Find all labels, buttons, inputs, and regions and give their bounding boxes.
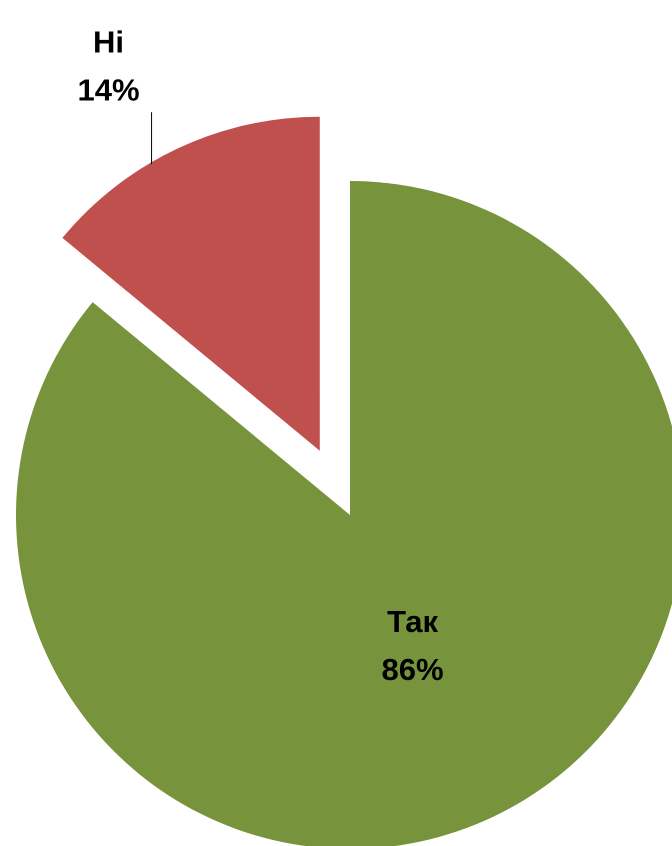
- pie-slice: [16, 181, 672, 846]
- slice-label: Ні: [93, 24, 124, 59]
- slice-label: Так: [387, 604, 438, 639]
- slice-value-label: 86%: [382, 652, 444, 687]
- pie-slice: [62, 116, 320, 451]
- slice-value-label: 14%: [78, 72, 140, 107]
